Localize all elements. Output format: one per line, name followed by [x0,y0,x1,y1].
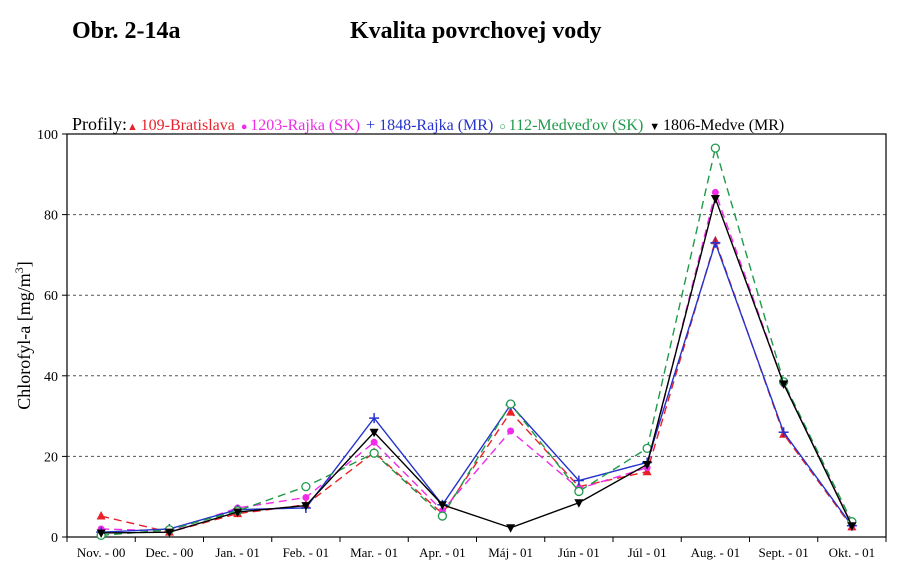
legend-marker-icon: ● [240,121,251,133]
data-point-series-5 [301,502,311,511]
data-point-series-5 [96,529,106,538]
data-point-series-5 [710,194,720,204]
data-point-series-3 [573,475,584,486]
series-line-1 [100,238,853,533]
data-point-series-5 [642,460,652,470]
data-point-series-5 [437,501,447,510]
legend-label: 1848-Rajka (MR) [379,117,494,134]
data-point-series-2 [507,427,515,435]
figure-label: Obr. 2-14a [72,18,181,44]
legend-prefix: Profily: [72,114,128,134]
data-point-series-5 [847,522,857,531]
y-tick-label: 20 [44,450,58,465]
legend-item-1: ▲ 109-Bratislava [127,117,235,134]
legend-label: 112-Medveďov (SK) [508,117,644,134]
x-tick-label: Feb. - 01 [283,545,330,560]
x-tick-label: Júl - 01 [628,545,667,560]
y-tick-label: 60 [44,289,58,304]
data-point-series-4 [369,448,379,458]
data-point-series-2 [370,438,378,446]
x-tick-label: Mar. - 01 [350,545,398,560]
page-title: Kvalita povrchovej vody [350,18,602,44]
data-point-series-4 [710,143,721,153]
data-point-series-4 [574,486,584,497]
x-tick-label: Okt. - 01 [829,545,876,560]
legend-label: 1806-Medve (MR) [662,117,785,134]
data-point-series-5 [779,380,789,389]
y-tick-label: 100 [37,128,58,143]
data-point-series-1 [506,407,516,416]
legend-marker-icon: + [366,117,380,134]
x-tick-label: Aug. - 01 [691,545,740,560]
data-point-series-3 [778,427,789,438]
data-point-series-5 [164,528,174,538]
data-point-series-3 [369,413,380,424]
y-tick-label: 40 [44,370,58,385]
data-point-series-2 [302,494,310,502]
legend-label: 1203-Rajka (SK) [250,117,361,134]
x-tick-label: Dec. - 00 [145,545,193,560]
legend-item-2: ● 1203-Rajka (SK) [241,117,360,134]
data-point-series-5 [506,524,516,533]
legend-label: 109-Bratislava [140,117,235,134]
data-point-series-5 [369,428,379,438]
data-point-series-5 [574,499,584,508]
legend-item-3: + 1848-Rajka (MR) [366,117,493,134]
x-tick-label: Apr. - 01 [419,545,466,560]
y-tick-label: 0 [51,531,58,546]
chart-legend: Profily:▲ 109-Bratislava ● 1203-Rajka (SK… [72,114,790,135]
data-point-series-4 [505,399,516,409]
data-point-series-4 [437,511,448,521]
x-tick-label: Sept. - 01 [759,545,809,560]
data-point-series-3 [710,237,721,248]
legend-item-5: ▼ 1806-Medve (MR) [649,117,784,134]
series-line-4 [101,145,853,537]
series-line-2 [101,190,853,532]
y-axis-label: Chlorofyl-a [mg/m3] [12,261,34,409]
data-point-series-4 [301,481,311,492]
legend-marker-icon: ○ [499,121,509,133]
data-point-series-5 [233,508,243,518]
legend-marker-icon: ▲ [127,121,141,133]
x-tick-label: Nov. - 00 [77,545,126,560]
x-tick-label: Máj - 01 [488,545,533,560]
series-line-3 [101,240,853,533]
plot-frame [66,133,887,538]
y-tick-label: 80 [44,209,58,224]
data-point-series-2 [711,188,719,196]
data-point-series-1 [96,511,106,520]
series-line-5 [101,196,853,534]
legend-item-4: ○ 112-Medveďov (SK) [499,117,643,134]
x-tick-label: Jún - 01 [558,545,600,560]
x-tick-label: Jan. - 01 [215,545,259,560]
legend-marker-icon: ▼ [649,121,663,133]
